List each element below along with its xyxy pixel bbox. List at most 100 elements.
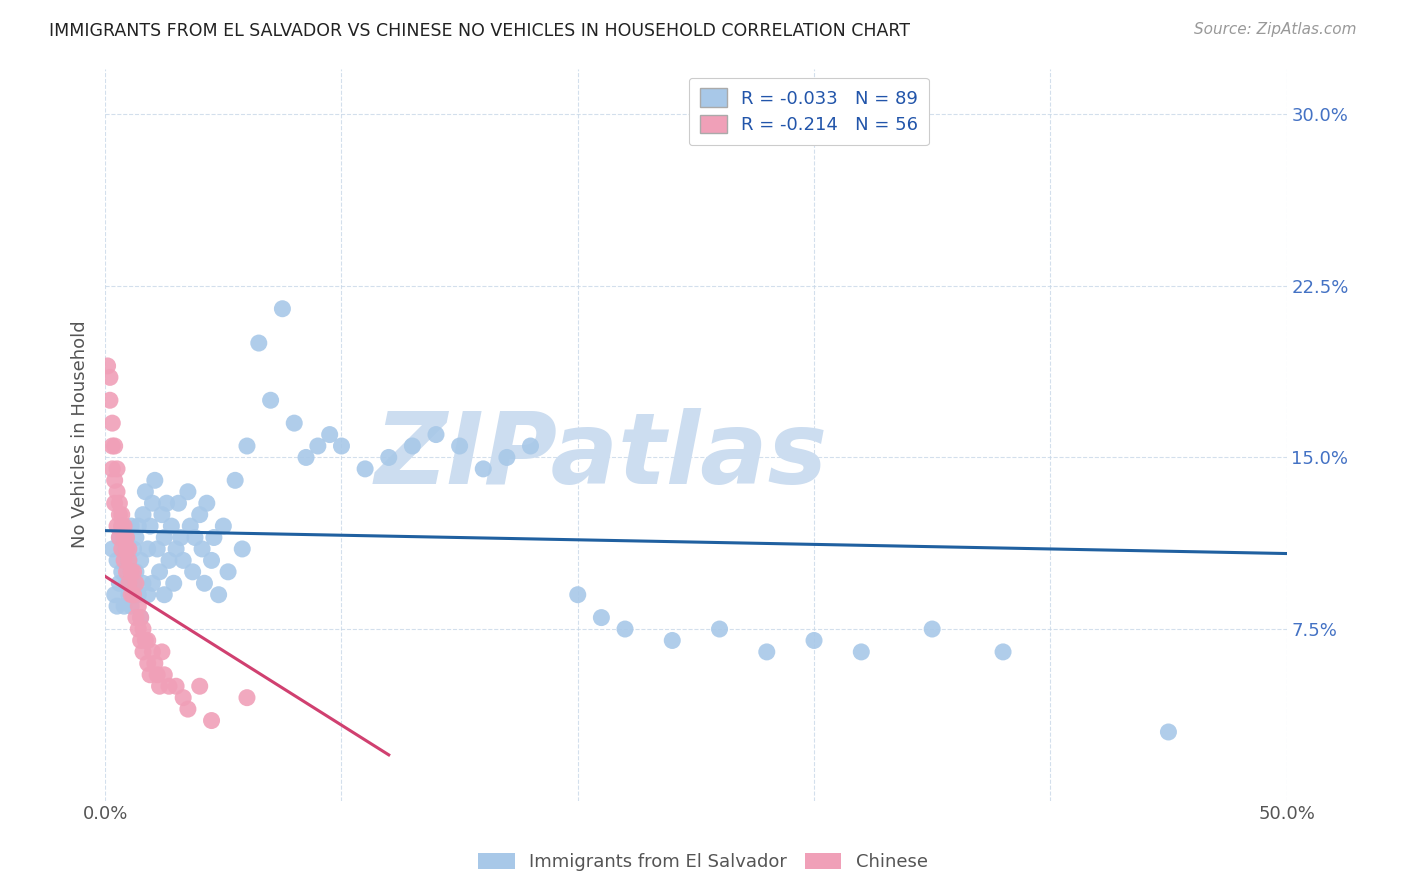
Point bbox=[425, 427, 447, 442]
Text: IMMIGRANTS FROM EL SALVADOR VS CHINESE NO VEHICLES IN HOUSEHOLD CORRELATION CHAR: IMMIGRANTS FROM EL SALVADOR VS CHINESE N… bbox=[49, 22, 910, 40]
Point bbox=[449, 439, 471, 453]
Point bbox=[112, 541, 135, 556]
Point bbox=[129, 553, 152, 567]
Point bbox=[172, 690, 194, 705]
Point bbox=[122, 588, 145, 602]
Point bbox=[111, 565, 134, 579]
Point bbox=[108, 531, 131, 545]
Point bbox=[125, 565, 148, 579]
Point bbox=[125, 531, 148, 545]
Point bbox=[591, 610, 613, 624]
Point bbox=[108, 576, 131, 591]
Point bbox=[167, 496, 190, 510]
Point bbox=[118, 541, 141, 556]
Point bbox=[125, 610, 148, 624]
Point bbox=[148, 679, 170, 693]
Point bbox=[104, 496, 127, 510]
Point bbox=[118, 553, 141, 567]
Point bbox=[115, 531, 138, 545]
Point bbox=[112, 519, 135, 533]
Point bbox=[236, 690, 259, 705]
Point bbox=[111, 508, 134, 522]
Point bbox=[271, 301, 294, 316]
Point bbox=[112, 599, 135, 614]
Point bbox=[207, 588, 229, 602]
Point bbox=[163, 576, 186, 591]
Point bbox=[193, 576, 215, 591]
Point bbox=[259, 393, 281, 408]
Point bbox=[105, 519, 128, 533]
Point bbox=[661, 633, 683, 648]
Point bbox=[105, 484, 128, 499]
Point bbox=[141, 645, 163, 659]
Point bbox=[153, 531, 176, 545]
Point bbox=[181, 565, 204, 579]
Point bbox=[803, 633, 825, 648]
Point bbox=[120, 565, 142, 579]
Point bbox=[122, 541, 145, 556]
Point bbox=[127, 519, 149, 533]
Point bbox=[127, 622, 149, 636]
Point bbox=[401, 439, 423, 453]
Point bbox=[709, 622, 731, 636]
Point bbox=[136, 657, 159, 671]
Point bbox=[125, 576, 148, 591]
Point bbox=[177, 702, 200, 716]
Point bbox=[120, 519, 142, 533]
Point bbox=[98, 393, 121, 408]
Point bbox=[122, 565, 145, 579]
Point bbox=[177, 484, 200, 499]
Point bbox=[172, 553, 194, 567]
Point bbox=[146, 667, 169, 681]
Point bbox=[318, 427, 340, 442]
Point bbox=[136, 541, 159, 556]
Point bbox=[191, 541, 214, 556]
Point bbox=[115, 531, 138, 545]
Point bbox=[991, 645, 1014, 659]
Point bbox=[132, 645, 155, 659]
Point bbox=[160, 519, 183, 533]
Point bbox=[755, 645, 778, 659]
Point bbox=[247, 336, 270, 351]
Legend: Immigrants from El Salvador, Chinese: Immigrants from El Salvador, Chinese bbox=[471, 846, 935, 879]
Point bbox=[921, 622, 943, 636]
Point bbox=[101, 541, 124, 556]
Point bbox=[120, 588, 142, 602]
Point bbox=[141, 576, 163, 591]
Point bbox=[156, 496, 179, 510]
Point bbox=[129, 610, 152, 624]
Point bbox=[153, 667, 176, 681]
Point bbox=[307, 439, 329, 453]
Point bbox=[134, 484, 156, 499]
Point bbox=[111, 519, 134, 533]
Point bbox=[157, 553, 180, 567]
Point bbox=[614, 622, 637, 636]
Point bbox=[143, 657, 166, 671]
Point bbox=[236, 439, 259, 453]
Point bbox=[101, 416, 124, 430]
Point bbox=[200, 714, 222, 728]
Point bbox=[108, 496, 131, 510]
Point bbox=[567, 588, 589, 602]
Point bbox=[115, 576, 138, 591]
Point bbox=[111, 519, 134, 533]
Point bbox=[150, 508, 173, 522]
Point bbox=[115, 541, 138, 556]
Point bbox=[1157, 725, 1180, 739]
Point bbox=[105, 599, 128, 614]
Point bbox=[139, 667, 162, 681]
Point bbox=[120, 599, 142, 614]
Point bbox=[136, 633, 159, 648]
Point bbox=[200, 553, 222, 567]
Point bbox=[141, 496, 163, 510]
Point bbox=[851, 645, 873, 659]
Point bbox=[354, 462, 377, 476]
Point bbox=[212, 519, 235, 533]
Point bbox=[283, 416, 305, 430]
Point bbox=[184, 531, 207, 545]
Point bbox=[104, 439, 127, 453]
Point bbox=[224, 473, 246, 487]
Point bbox=[104, 588, 127, 602]
Y-axis label: No Vehicles in Household: No Vehicles in Household bbox=[72, 321, 89, 549]
Point bbox=[330, 439, 353, 453]
